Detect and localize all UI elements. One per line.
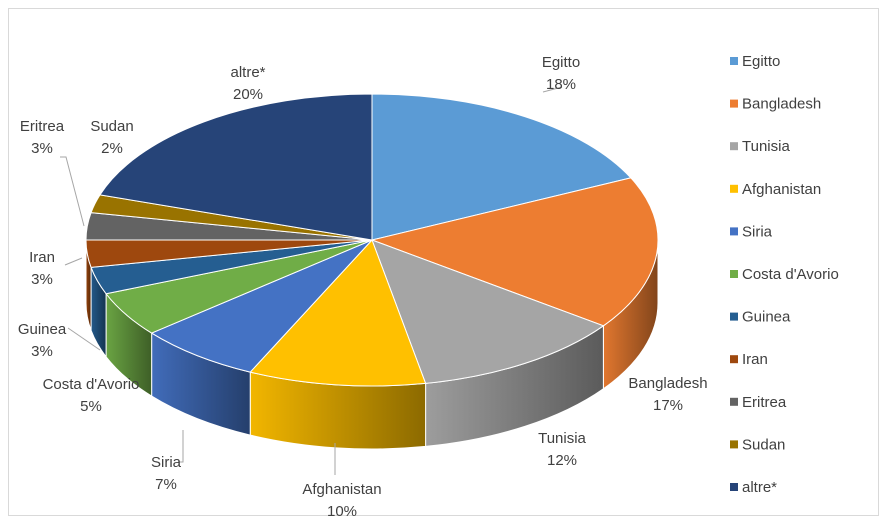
- pie-slice-egitto: [371, 93, 632, 241]
- legend-swatch-iran: [730, 355, 738, 364]
- data-label-value-eritrea: 3%: [31, 140, 53, 157]
- data-label-name-sudan: Sudan: [90, 118, 133, 135]
- legend-label-tunisia: Tunisia: [742, 138, 790, 155]
- legend-swatch-sudan: [730, 440, 738, 449]
- data-label-name-tunisia: Tunisia: [538, 430, 586, 447]
- leader-line-iran: [64, 257, 83, 266]
- pie-slice-siria: [150, 239, 373, 373]
- data-label-value-guinea: 3%: [31, 343, 53, 360]
- data-label-name-siria: Siria: [151, 454, 182, 471]
- legend-label-egitto: Egitto: [742, 53, 780, 70]
- legend-label-guinea: Guinea: [742, 309, 791, 326]
- data-label-value-altre: 20%: [233, 86, 263, 103]
- legend-label-bangladesh: Bangladesh: [742, 96, 821, 113]
- data-label-name-iran: Iran: [29, 249, 55, 266]
- data-label-name-afghanistan: Afghanistan: [302, 481, 381, 498]
- data-label-name-eritrea: Eritrea: [20, 118, 65, 135]
- leader-line-siria: [178, 430, 184, 463]
- pie-slice-afghanistan: [249, 239, 427, 387]
- legend-swatch-eritrea: [730, 397, 738, 406]
- data-label-value-tunisia: 12%: [547, 452, 577, 469]
- legend-swatch-tunisia: [730, 142, 738, 151]
- data-label-name-egitto: Egitto: [542, 54, 580, 71]
- leader-line-egitto: [542, 86, 563, 93]
- legend-swatch-bangladesh: [730, 99, 738, 108]
- pie-slice-altre: [99, 93, 373, 241]
- pie-slice-tunisia: [371, 239, 605, 384]
- data-label-name-costa-d-avorio: Costa d'Avorio: [43, 376, 140, 393]
- leader-line-eritrea: [60, 156, 85, 227]
- legend-label-sudan: Sudan: [742, 436, 785, 453]
- legend-label-afghanistan: Afghanistan: [742, 181, 821, 198]
- legend-swatch-altre: [730, 483, 738, 491]
- legend-swatch-afghanistan: [730, 184, 738, 193]
- data-label-value-egitto: 18%: [546, 76, 576, 93]
- data-label-value-bangladesh: 17%: [653, 397, 683, 414]
- data-label-name-guinea: Guinea: [18, 321, 67, 338]
- legend-swatch-egitto: [730, 57, 738, 65]
- legend-swatch-costa-d-avorio: [730, 270, 738, 278]
- data-label-name-bangladesh: Bangladesh: [628, 375, 707, 392]
- legend-label-costa-d-avorio: Costa d'Avorio: [742, 266, 839, 283]
- chart-area: [8, 8, 879, 516]
- data-label-value-siria: 7%: [155, 476, 177, 493]
- data-label-value-afghanistan: 10%: [327, 503, 357, 520]
- data-label-value-costa-d-avorio: 5%: [80, 398, 102, 415]
- legend-label-siria: Siria: [742, 223, 773, 240]
- legend-label-eritrea: Eritrea: [742, 394, 787, 411]
- legend-label-iran: Iran: [742, 351, 768, 368]
- data-label-value-sudan: 2%: [101, 140, 123, 157]
- legend-label-altre: altre*: [742, 479, 777, 496]
- legend-swatch-siria: [730, 227, 738, 236]
- legend-swatch-guinea: [730, 312, 738, 321]
- data-label-value-iran: 3%: [31, 271, 53, 288]
- pie-slice-bangladesh: [370, 177, 659, 327]
- data-label-name-altre: altre*: [230, 64, 265, 81]
- leader-line-guinea: [67, 327, 101, 351]
